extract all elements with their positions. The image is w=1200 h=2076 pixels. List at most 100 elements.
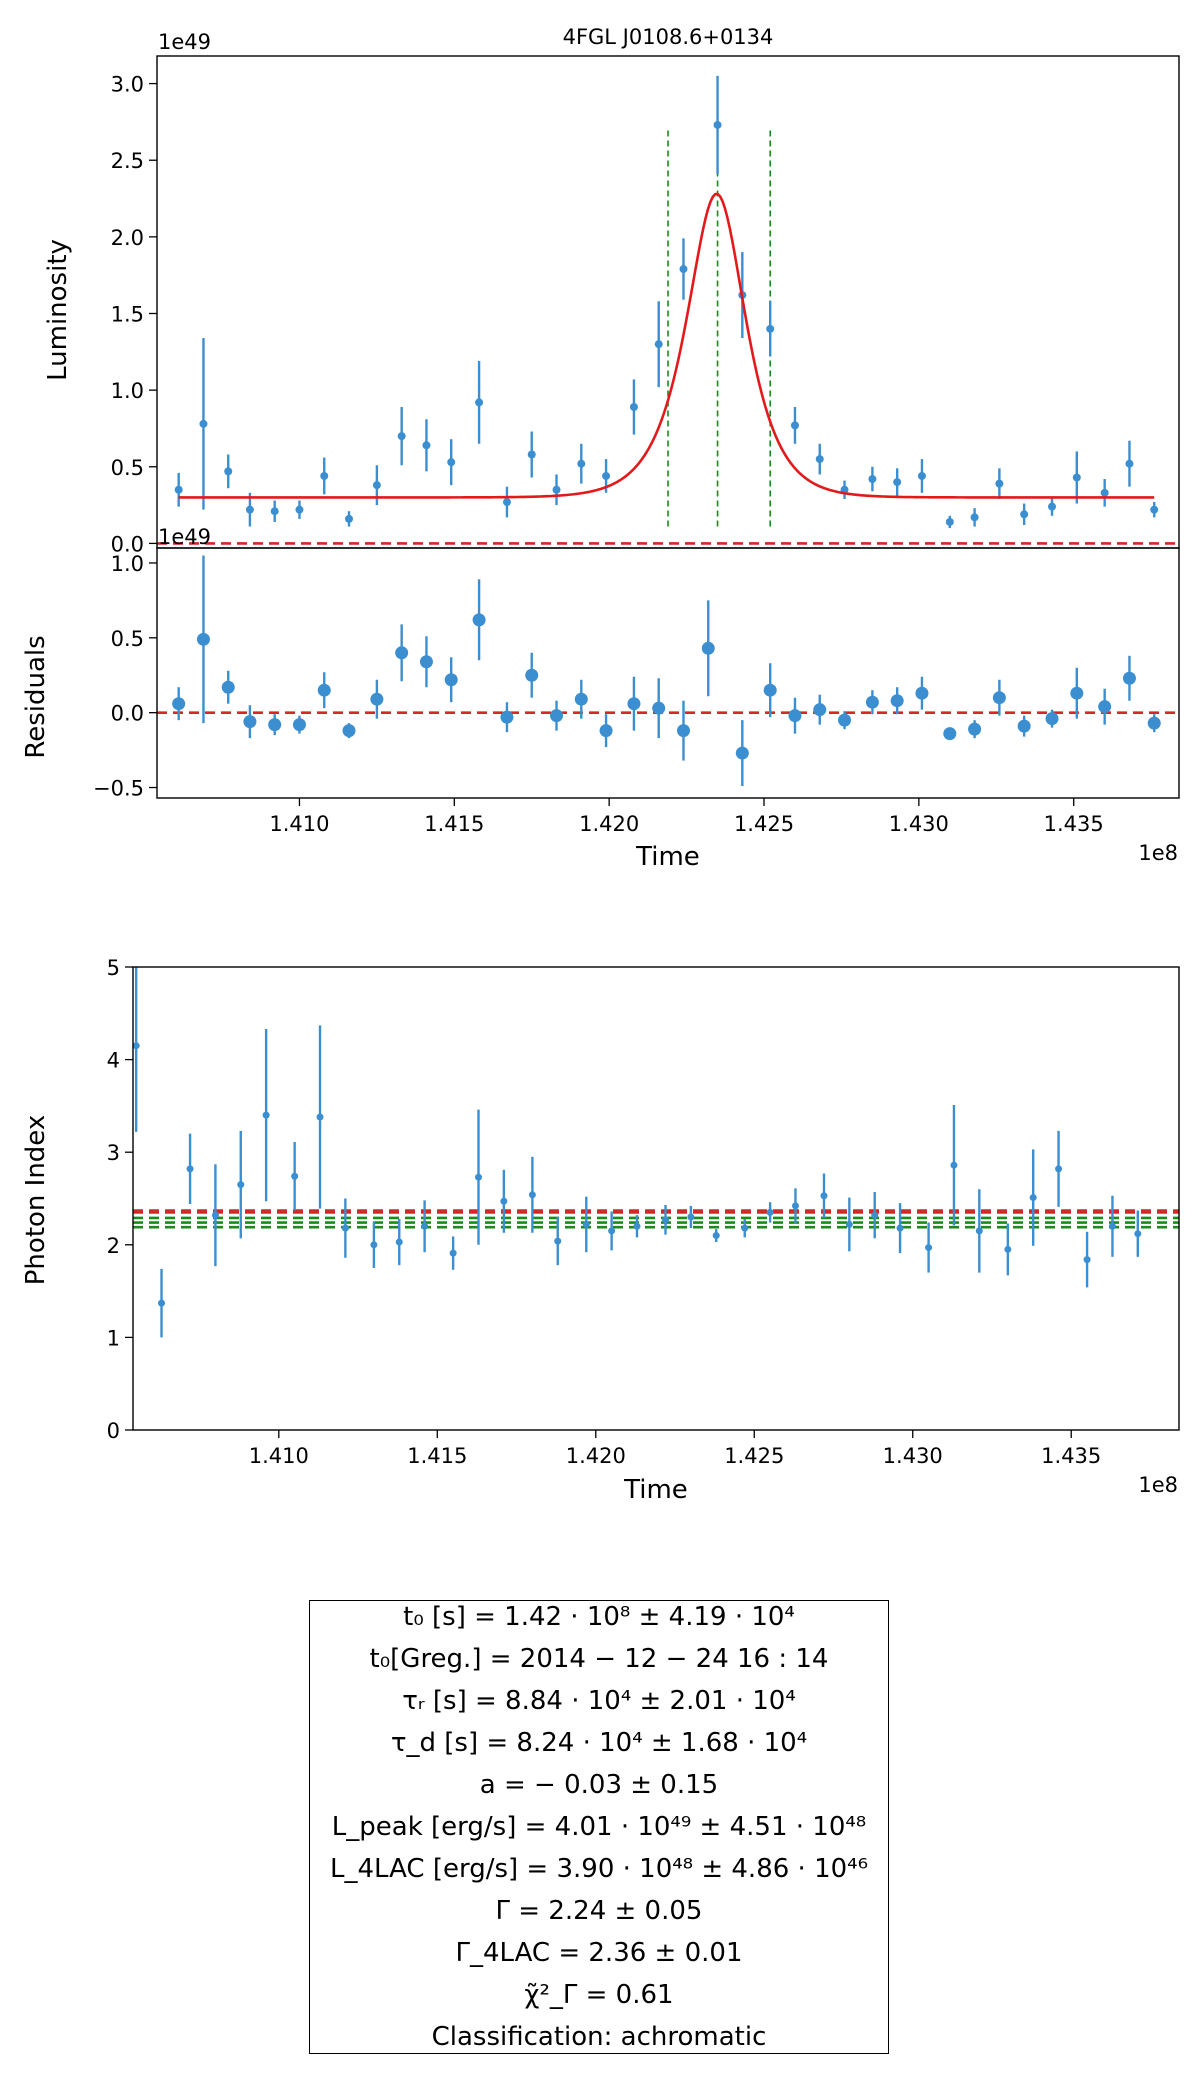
y-axis-label: Photon Index (21, 1115, 51, 1286)
data-point (211, 1211, 219, 1219)
data-point (1004, 1245, 1012, 1253)
data-points (132, 967, 1142, 1338)
y-tick-label: 2 (107, 1234, 120, 1258)
data-point (1122, 671, 1136, 685)
data-point (295, 505, 304, 514)
x-axis-label: Time (623, 1475, 688, 1505)
data-point (243, 715, 257, 729)
param-classification: Classification: achromatic (431, 2022, 767, 2052)
data-point (422, 441, 431, 450)
data-point (950, 1161, 958, 1169)
y-tick-label: 2.5 (111, 149, 144, 173)
data-point (975, 1227, 983, 1235)
x-tick-label: 1.420 (579, 812, 639, 836)
data-point (943, 727, 957, 741)
data-point (419, 655, 433, 669)
data-point (712, 1232, 720, 1240)
figure: 4FGL J0108.6+0134 1e49 Luminosity 0.0 0.5… (21, 25, 1180, 1505)
plot-frame (132, 966, 1180, 1431)
data-points (172, 555, 1161, 787)
data-point (245, 505, 254, 514)
data-point (766, 1208, 774, 1216)
data-point (370, 1241, 378, 1249)
data-point (527, 450, 536, 459)
data-point (633, 1222, 641, 1230)
data-point (1108, 1222, 1116, 1230)
photon-index-panel: Photon Index 0 1 2 3 4 5 1.410 1.415 1.420 1.425… (21, 956, 1180, 1505)
data-point (525, 668, 539, 682)
y-tick-label: 3 (107, 1141, 120, 1165)
data-point (741, 1224, 749, 1232)
data-point (270, 507, 279, 516)
reference-lines (133, 1209, 1179, 1229)
data-point (608, 1227, 616, 1235)
data-point (372, 481, 381, 490)
data-point (1070, 686, 1084, 700)
data-point (395, 1238, 403, 1246)
x-offset-label: 1e8 (1138, 841, 1178, 865)
x-tick-label: 1.415 (424, 812, 484, 836)
data-point (395, 646, 409, 660)
data-point (713, 120, 722, 129)
fit-curve (178, 192, 1155, 499)
x-tick-label: 1.415 (407, 1444, 467, 1468)
data-point (788, 709, 802, 723)
data-point (397, 432, 406, 441)
data-point (838, 713, 852, 727)
data-point (766, 324, 775, 333)
y-tick-label: 0 (107, 1419, 120, 1443)
data-point (500, 710, 514, 724)
data-point (345, 514, 354, 523)
data-point (474, 1173, 482, 1181)
y-ticks: 0 1 2 3 4 5 (107, 956, 133, 1443)
data-point (1017, 719, 1031, 733)
data-point (174, 485, 183, 494)
data-point (915, 686, 929, 700)
data-point (676, 724, 690, 738)
x-tick-label: 1.410 (249, 1444, 309, 1468)
data-point (1029, 1194, 1037, 1202)
param-t0-greg: t₀[Greg.] = 2014 − 12 − 24 16 : 14 (369, 1644, 829, 1674)
data-point (763, 683, 777, 697)
data-point (995, 479, 1004, 488)
y-ticks: 0.0 0.5 1.0 1.5 2.0 2.5 3.0 (111, 73, 157, 556)
y-tick-label: 4 (107, 1049, 120, 1073)
data-point (1147, 716, 1161, 730)
data-point (502, 498, 511, 507)
light-curve-panel: 4FGL J0108.6+0134 1e49 Luminosity 0.0 0.5… (43, 25, 1180, 556)
data-point (662, 1216, 670, 1224)
y-tick-label: 1.0 (111, 552, 144, 576)
data-point (172, 697, 186, 711)
x-offset-label: 1e8 (1138, 1473, 1178, 1497)
y-axis-label: Luminosity (43, 239, 73, 381)
x-ticks: 1.410 1.415 1.420 1.425 1.430 1.435 (269, 798, 1104, 836)
data-point (582, 1220, 590, 1228)
data-point (1125, 459, 1134, 468)
data-point (291, 1172, 299, 1180)
data-point (224, 467, 233, 476)
data-point (868, 475, 877, 484)
x-tick-label: 1.435 (1041, 1444, 1101, 1468)
data-point (1150, 505, 1159, 514)
data-point (896, 1224, 904, 1232)
param-chi2: χ̃²_Γ = 0.61 (524, 1980, 674, 2010)
chart-title: 4FGL J0108.6+0134 (563, 25, 774, 49)
param-gamma: Γ = 2.24 ± 0.05 (495, 1896, 703, 1926)
data-point (268, 718, 282, 732)
data-point (186, 1165, 194, 1173)
data-point (292, 718, 306, 732)
data-point (1072, 473, 1081, 482)
x-tick-label: 1.430 (883, 1444, 943, 1468)
x-ticks: 1.410 1.415 1.420 1.425 1.430 1.435 (249, 1430, 1101, 1468)
data-point (196, 632, 210, 646)
data-point (158, 1299, 166, 1307)
data-point (871, 1211, 879, 1219)
fit-parameters-box: t₀ [s] = 1.42 · 10⁸ ± 4.19 · 10⁴ t₀[Greg… (309, 1600, 889, 2054)
fit-markers (667, 126, 772, 527)
data-point (820, 1192, 828, 1200)
y-ticks: −0.5 0.0 0.5 1.0 (93, 552, 157, 801)
data-point (421, 1222, 429, 1230)
x-axis-label: Time (635, 842, 700, 872)
param-gamma-4lac: Γ_4LAC = 2.36 ± 0.01 (455, 1938, 743, 1968)
x-tick-label: 1.430 (889, 812, 949, 836)
